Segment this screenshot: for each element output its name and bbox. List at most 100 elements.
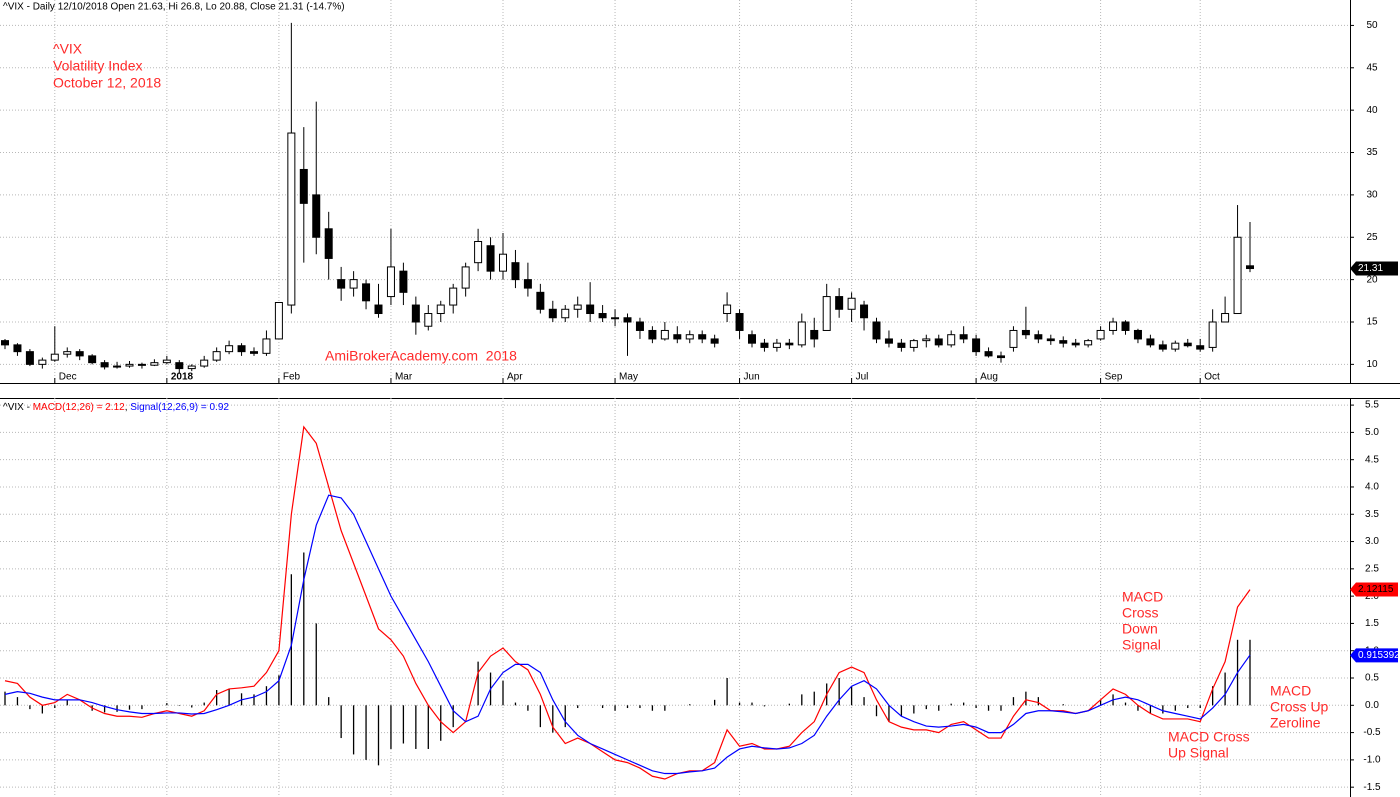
candle-body (386, 266, 395, 298)
candle-body (1059, 340, 1068, 344)
candle-body (884, 338, 893, 344)
candle-body (362, 283, 371, 302)
y-tick-label: 5.0 (1365, 427, 1379, 438)
candle-body (947, 334, 956, 346)
annotation: Down (1122, 621, 1158, 637)
candle-body (598, 313, 607, 319)
candle-body (1183, 342, 1192, 347)
macd-header-part: , (125, 402, 131, 413)
candle-body (1034, 334, 1043, 340)
candle-body (922, 338, 931, 342)
candle-body (536, 291, 545, 310)
x-tick-label: Dec (59, 372, 77, 383)
annotation: Volatility Index (53, 58, 143, 74)
candle-body (424, 313, 433, 327)
y-tick-label: 0.5 (1365, 673, 1379, 684)
candle-body (723, 304, 732, 315)
y-tick-label: 3.5 (1365, 509, 1379, 520)
value-tag (1350, 648, 1398, 663)
y-tick-label: 40 (1366, 105, 1378, 116)
y-tick-label: 45 (1366, 62, 1378, 73)
y-tick-label: -1.5 (1363, 782, 1381, 793)
candle-body (748, 334, 756, 344)
candle-body (797, 321, 806, 346)
candle-body (710, 338, 719, 344)
annotation: ^VIX (53, 41, 83, 57)
candle-body (287, 132, 296, 306)
macd-header-part: Signal(12,26,9) = 0.92 (130, 402, 229, 413)
candle-body (162, 359, 171, 364)
candle-body (934, 338, 943, 346)
candle-body (660, 329, 669, 340)
y-tick-label: 20 (1366, 274, 1378, 285)
macd-header-part: MACD(12,26) = 2.12 (33, 402, 125, 413)
candle-body (586, 304, 595, 315)
value-tag-label: 2.12115 (1358, 584, 1394, 595)
candle-body (785, 342, 794, 346)
x-tick-label: Aug (980, 372, 998, 383)
candle-body (50, 353, 59, 361)
y-tick-label: 15 (1366, 317, 1378, 328)
annotation: MACD Cross (1168, 729, 1250, 745)
candle-body (1246, 265, 1254, 270)
y-tick-label: 0.0 (1365, 700, 1379, 711)
candle-body (860, 304, 869, 319)
candle-body (561, 308, 570, 319)
candle-body (847, 297, 856, 310)
candle-body (810, 329, 819, 340)
x-tick-label: Jul (856, 372, 869, 383)
candle-body (673, 334, 682, 340)
candle-body (349, 279, 358, 289)
candle-body (548, 308, 557, 319)
y-tick-label: 35 (1366, 147, 1378, 158)
candle-body (1158, 344, 1167, 350)
x-tick-label: May (619, 372, 638, 383)
x-tick-label: Sep (1105, 372, 1123, 383)
macd-line (4, 425, 1251, 780)
candle-body (399, 270, 408, 293)
candle-body (411, 304, 420, 323)
y-tick-label: -0.5 (1363, 727, 1381, 738)
annotation: October 12, 2018 (53, 75, 161, 91)
candle-body (1096, 329, 1105, 340)
annotation: MACD (1122, 589, 1163, 605)
candle-body (63, 351, 72, 355)
candle-body (262, 338, 271, 354)
x-tick-label: Oct (1204, 372, 1220, 383)
candle-body (324, 228, 333, 259)
candle-body (972, 338, 981, 353)
candle-body (511, 262, 520, 281)
candle-body (13, 344, 22, 353)
candle-body (1121, 321, 1130, 331)
candle-body (1221, 313, 1230, 323)
x-tick-label: Jun (744, 372, 760, 383)
candle-body (187, 365, 196, 370)
candle-body (1, 340, 9, 346)
y-tick-label: 5.5 (1365, 400, 1379, 411)
x-tick-label: Feb (283, 372, 301, 383)
candle-body (374, 304, 383, 315)
macd-header-part: ^VIX - (3, 402, 33, 413)
value-tag (1350, 261, 1398, 276)
annotation: MACD (1270, 683, 1311, 699)
candle-body (872, 321, 881, 340)
macd-line (4, 494, 1251, 775)
y-tick-label: 3.0 (1365, 536, 1379, 547)
y-tick-label: 4.5 (1365, 454, 1379, 465)
annotation: Signal (1122, 637, 1161, 653)
x-tick-label: Mar (395, 372, 413, 383)
candle-body (312, 194, 321, 238)
candle-body (225, 345, 234, 353)
candle-body (1196, 345, 1205, 350)
annotation: Zeroline (1270, 715, 1321, 731)
y-tick-label: 50 (1366, 20, 1378, 31)
candle-body (38, 359, 47, 365)
candle-body (984, 351, 993, 357)
candle-body (499, 253, 507, 272)
candle-body (635, 321, 644, 331)
candle-body (150, 362, 159, 366)
candle-body (611, 317, 620, 320)
candle-body (623, 317, 632, 323)
candle-body (1233, 236, 1242, 315)
